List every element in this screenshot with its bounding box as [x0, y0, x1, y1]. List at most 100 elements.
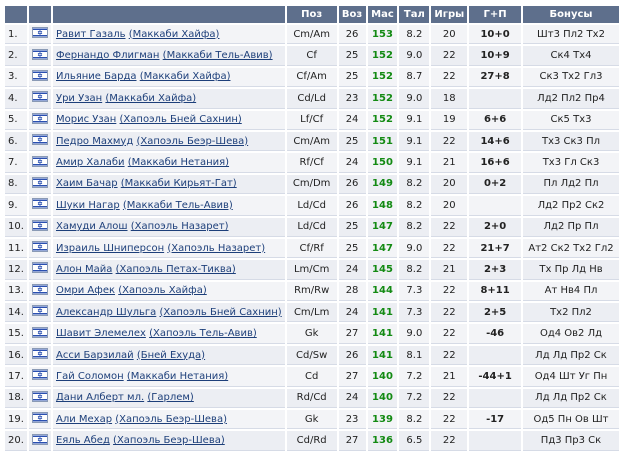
- club-link[interactable]: (Маккаби Тель-Авив): [162, 50, 273, 62]
- tal-cell: 8.2: [399, 25, 430, 45]
- club-link[interactable]: (Хапоэль Бней Сахнин): [119, 114, 242, 126]
- bonuses-cell: Од4 Шт Уг Пн: [523, 367, 619, 387]
- gp-cell: 2+5: [469, 303, 521, 323]
- header-cell: [52, 6, 285, 23]
- club-link[interactable]: (Маккаби Хайфа): [105, 92, 197, 104]
- gp-cell: 14+6: [469, 131, 521, 152]
- flag-cell: [28, 388, 51, 409]
- club-link[interactable]: (Хапоэль Беэр-Шева): [113, 435, 225, 447]
- player-cell: Асси Барзилай (Бней Ехуда): [52, 345, 285, 366]
- player-link[interactable]: Израиль Шниперсон: [55, 242, 165, 254]
- player-link[interactable]: Александр Шульга: [55, 306, 157, 318]
- club-link[interactable]: (Гарлем): [147, 392, 194, 404]
- games-cell: 19: [431, 110, 468, 130]
- club-link[interactable]: (Маккаби Тель-Авив): [122, 199, 233, 211]
- player-cell: Александр Шульга (Хапоэль Бней Сахнин): [52, 303, 285, 323]
- flag-icon: [31, 241, 48, 253]
- flag-icon: [31, 369, 48, 381]
- flag-cell: [28, 67, 51, 88]
- gp-cell: 8+11: [469, 281, 521, 302]
- club-link[interactable]: (Хапоэль Беэр-Шева): [136, 135, 249, 147]
- player-cell: Израиль Шниперсон (Хапоэль Назарет): [52, 238, 285, 259]
- player-link[interactable]: Равит Газаль: [55, 28, 126, 40]
- club-link[interactable]: (Маккаби Нетания): [127, 157, 230, 169]
- club-link[interactable]: (Маккаби Хайфа): [128, 28, 220, 40]
- club-link[interactable]: (Хапоэль Хайфа): [118, 285, 207, 297]
- games-cell: 22: [431, 281, 468, 302]
- player-cell: Дани Алберт мл. (Гарлем): [52, 388, 285, 409]
- age-cell: 23: [338, 410, 366, 430]
- player-cell: Равит Газаль (Маккаби Хайфа): [52, 25, 285, 45]
- position-cell: Gk: [286, 410, 337, 430]
- flag-cell: [28, 260, 51, 280]
- player-link[interactable]: Фернандо Флигман: [55, 50, 160, 62]
- player-cell: Гай Соломон (Маккаби Нетания): [52, 367, 285, 387]
- position-cell: Cm/Am: [286, 131, 337, 152]
- games-cell: 22: [431, 238, 468, 259]
- player-link[interactable]: Хаим Бачар: [55, 178, 118, 190]
- flag-icon: [31, 112, 48, 124]
- flag-icon: [31, 219, 48, 231]
- player-link[interactable]: Ильяние Барда: [55, 71, 137, 83]
- club-link[interactable]: (Хапоэль Бней Сахнин): [159, 306, 282, 318]
- flag-cell: [28, 46, 51, 66]
- player-link[interactable]: Ури Узан: [55, 92, 103, 104]
- player-row: 16. Асси Барзилай (Бней Ехуда) Cd/Sw 26 141 8…: [5, 345, 619, 366]
- flag-cell: [28, 217, 51, 237]
- player-row: 4. Ури Узан (Маккаби Хайфа) Cd/Ld 23 152 9.0 1…: [5, 89, 619, 109]
- mas-cell: 152: [367, 110, 398, 130]
- mas-cell: 139: [367, 410, 398, 430]
- flag-icon: [31, 433, 48, 445]
- player-link[interactable]: Шуки Нагар: [55, 199, 120, 211]
- player-link[interactable]: Еяль Абед: [55, 435, 110, 447]
- club-link[interactable]: (Маккаби Кирьят-Гат): [120, 178, 237, 190]
- player-cell: Хамуди Алош (Хапоэль Назарет): [52, 217, 285, 237]
- club-link[interactable]: (Бней Ехуда): [136, 349, 206, 361]
- club-link[interactable]: (Хапоэль Тель-Авив): [149, 328, 257, 340]
- player-link[interactable]: Педро Махмуд: [55, 135, 134, 147]
- games-cell: 22: [431, 131, 468, 152]
- bonuses-cell: Лд Лд Пр2 Ск: [523, 345, 619, 366]
- club-link[interactable]: (Маккаби Нетания): [126, 370, 229, 382]
- club-link[interactable]: (Хапоэль Назарет): [130, 221, 229, 233]
- player-link[interactable]: Омри Афек: [55, 285, 116, 297]
- player-cell: Шавит Элемелех (Хапоэль Тель-Авив): [52, 324, 285, 344]
- header-cell: Воз: [338, 6, 366, 23]
- games-cell: 22: [431, 431, 468, 451]
- flag-icon: [31, 91, 48, 103]
- club-link[interactable]: (Маккаби Хайфа): [139, 71, 231, 83]
- tal-cell: 9.0: [399, 324, 430, 344]
- player-link[interactable]: Морис Узан: [55, 114, 117, 126]
- club-link[interactable]: (Хапоэль Беэр-Шева): [115, 413, 227, 425]
- player-link[interactable]: Дани Алберт мл.: [55, 392, 145, 404]
- mas-cell: 153: [367, 25, 398, 45]
- mas-cell: 152: [367, 89, 398, 109]
- player-link[interactable]: Амир Халаби: [55, 157, 125, 169]
- gp-cell: 6+6: [469, 110, 521, 130]
- header-cell: Тал: [399, 6, 430, 23]
- row-number: 6.: [5, 131, 27, 152]
- flag-icon: [31, 283, 48, 295]
- player-link[interactable]: Асси Барзилай: [55, 349, 134, 361]
- player-link[interactable]: Хамуди Алош: [55, 221, 128, 233]
- bonuses-cell: Од5 Пн Ов Шт: [523, 410, 619, 430]
- flag-cell: [28, 410, 51, 430]
- club-link[interactable]: (Хапоэль Петах-Тиква): [115, 263, 236, 275]
- player-link[interactable]: Шавит Элемелех: [55, 328, 146, 340]
- player-link[interactable]: Али Мехар: [55, 413, 113, 425]
- gp-cell: [469, 196, 521, 216]
- player-row: 6. Педро Махмуд (Хапоэль Беэр-Шева) Cm/Am 2…: [5, 131, 619, 152]
- player-link[interactable]: Гай Соломон: [55, 370, 124, 382]
- flag-cell: [28, 345, 51, 366]
- player-link[interactable]: Алон Майа: [55, 263, 113, 275]
- tal-cell: 9.0: [399, 46, 430, 66]
- player-row: 3. Ильяние Барда (Маккаби Хайфа) Cf/Am 25 15…: [5, 67, 619, 88]
- bonuses-cell: Ск3 Тх2 Гл3: [523, 67, 619, 88]
- row-number: 20.: [5, 431, 27, 451]
- mas-cell: 141: [367, 324, 398, 344]
- club-link[interactable]: (Хапоэль Назарет): [167, 242, 266, 254]
- games-cell: 22: [431, 324, 468, 344]
- player-row: 18. Дани Алберт мл. (Гарлем) Rd/Cd 24 140 7.2…: [5, 388, 619, 409]
- position-cell: Cm/Lm: [286, 303, 337, 323]
- flag-cell: [28, 131, 51, 152]
